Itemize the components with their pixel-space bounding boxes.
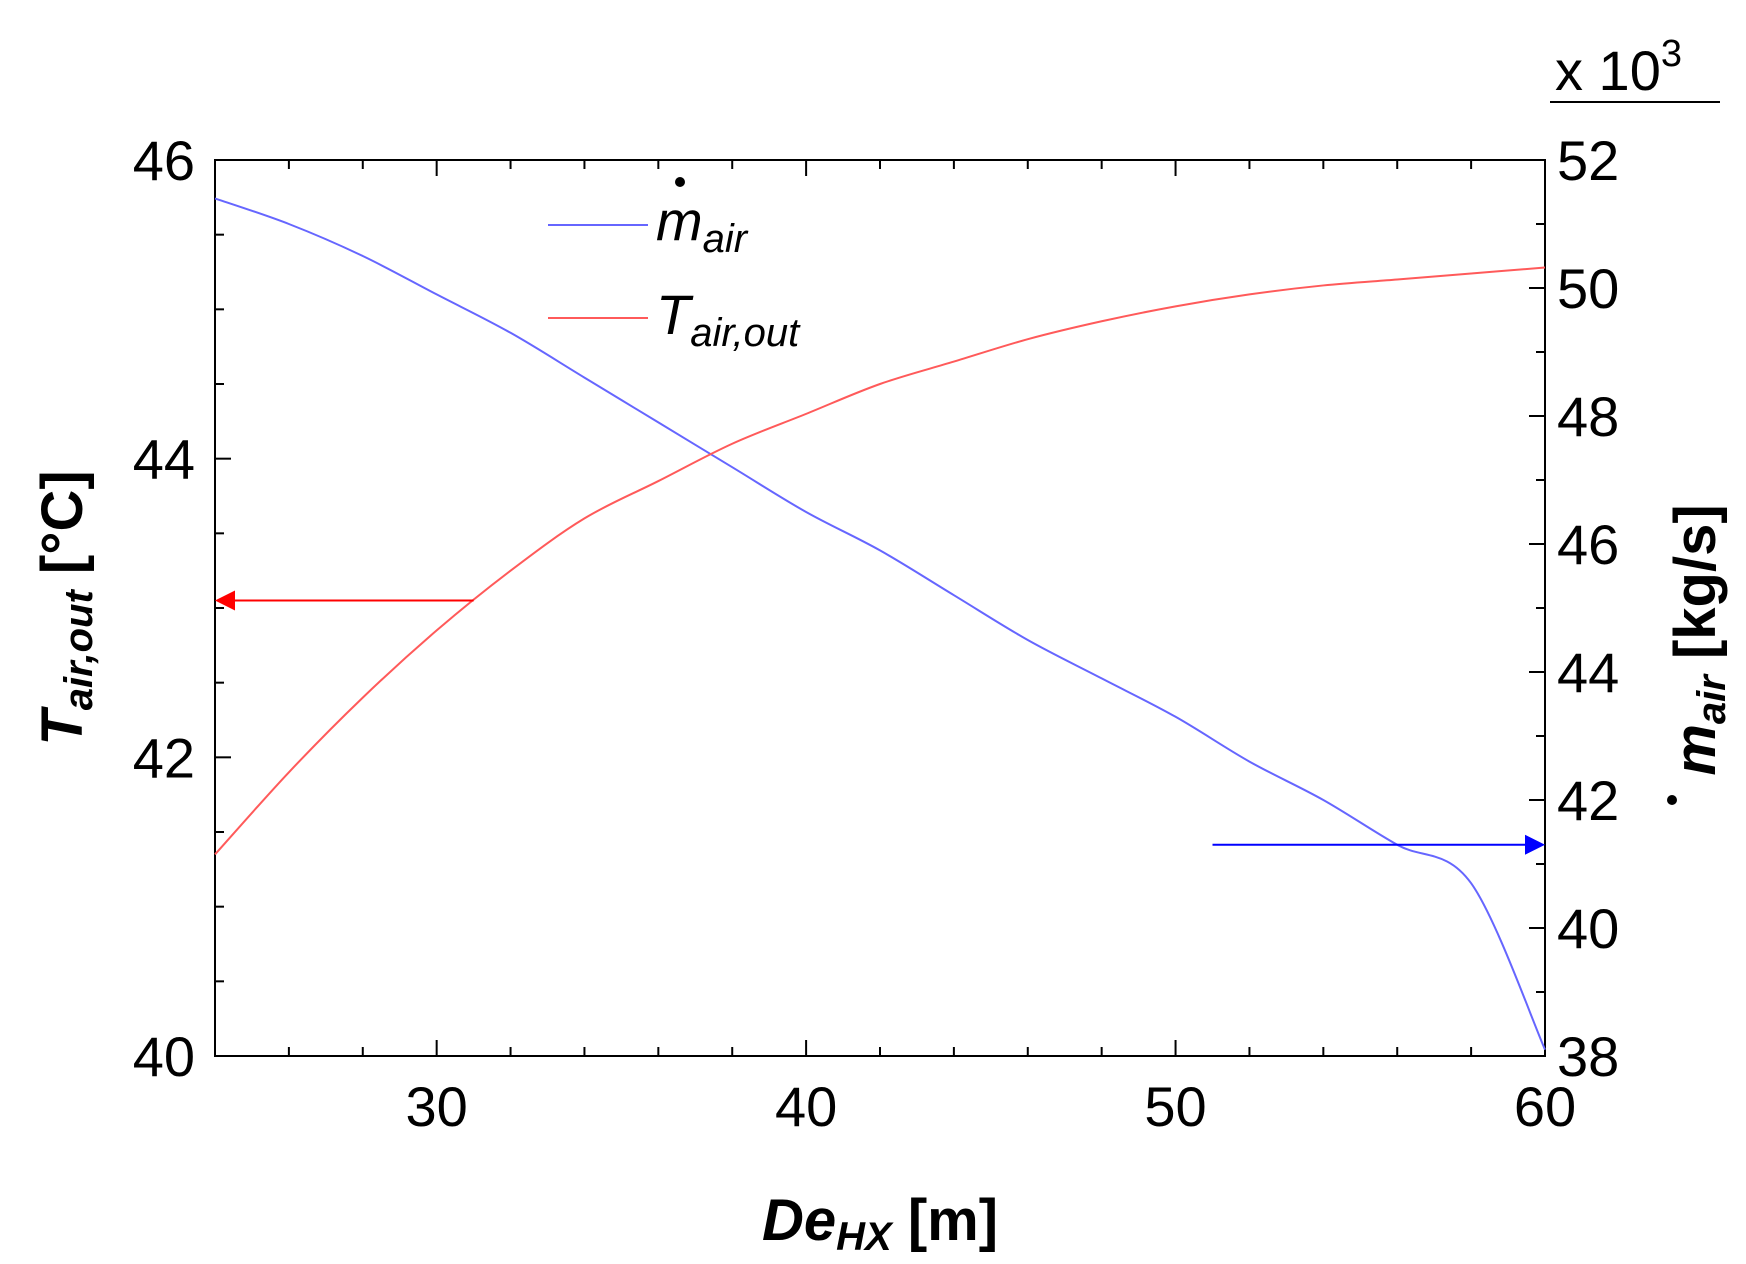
left-y-axis-title: Tair,out [°C] <box>30 470 101 745</box>
arrow-head-left-icon <box>215 590 235 611</box>
left-y-tick-label: 40 <box>133 1025 195 1088</box>
arrow-head-right-icon <box>1525 834 1545 855</box>
x-tick-label: 30 <box>406 1075 468 1138</box>
right-y-tick-label: 50 <box>1557 257 1619 320</box>
right-y-axis-title: mair [kg/s] <box>1663 504 1734 775</box>
left-y-tick-label: 44 <box>133 428 195 491</box>
right-y-tick-label: 48 <box>1557 385 1619 448</box>
right-y-tick-label: 44 <box>1557 641 1619 704</box>
tick-labels-group: 30 40 50 60 40 42 44 46 38 40 42 44 46 48 50 52 <box>133 129 1620 1138</box>
series-line-t-air-out <box>214 266 1546 856</box>
legend-label-t-air-out: Tair,out <box>656 283 801 355</box>
right-y-tick-label: 52 <box>1557 129 1619 192</box>
right-axis-title-dot <box>1667 795 1677 805</box>
legend-label-m-air: mair <box>656 189 749 261</box>
annotation-group <box>215 590 1545 855</box>
left-y-tick-label: 42 <box>133 726 195 789</box>
right-y-tick-label: 38 <box>1557 1025 1619 1088</box>
series-line-m-air <box>214 197 1546 1051</box>
x-tick-label: 40 <box>775 1075 837 1138</box>
x-axis-title: DeHX [m] <box>762 1188 998 1259</box>
x-tick-label: 50 <box>1144 1075 1206 1138</box>
x-tick-label: 60 <box>1514 1075 1576 1138</box>
multiplier-exponent: 3 <box>1661 33 1682 75</box>
legend-dot-m-air <box>675 177 685 187</box>
left-y-tick-label: 46 <box>133 129 195 192</box>
ticks-group <box>215 159 1546 1057</box>
right-y-tick-label: 46 <box>1557 513 1619 576</box>
right-axis-multiplier: x 103 <box>1555 33 1682 102</box>
legend: mair Tair,out <box>548 177 801 355</box>
series-group <box>214 197 1546 1051</box>
right-y-tick-label: 42 <box>1557 769 1619 832</box>
plot-frame <box>214 159 1546 1057</box>
right-y-tick-label: 40 <box>1557 897 1619 960</box>
